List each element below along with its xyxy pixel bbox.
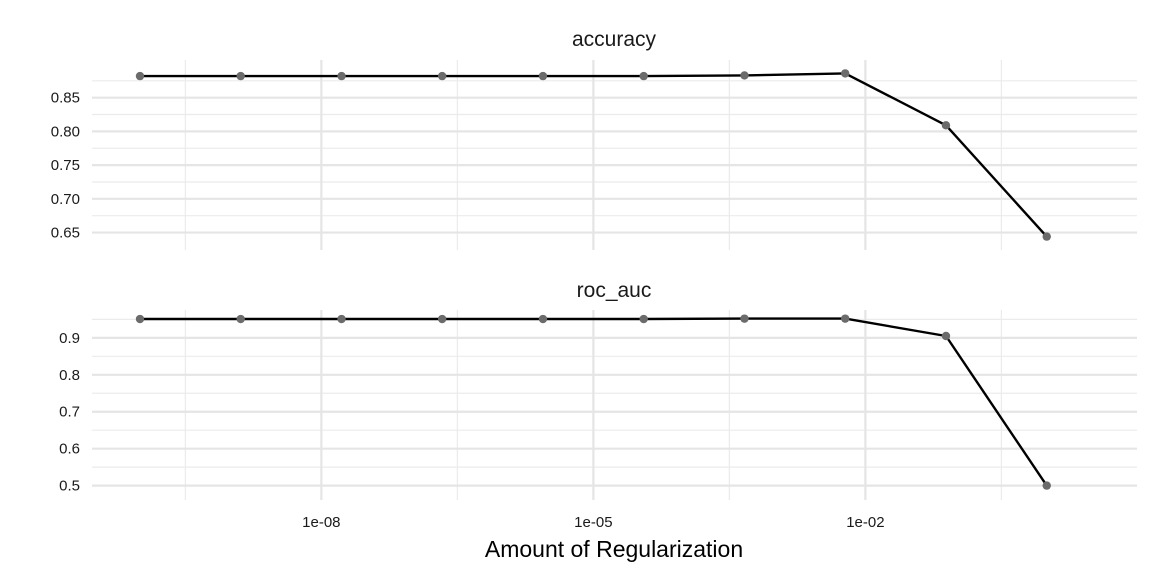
data-point-roc-auc <box>841 314 850 323</box>
series-accuracy <box>135 69 1051 241</box>
minor-grid-accuracy <box>92 60 1137 250</box>
data-point-roc-auc <box>236 314 245 324</box>
data-point-roc-auc <box>740 314 749 323</box>
series-roc-auc <box>135 314 1051 490</box>
y-tick-label-accuracy: 0.75 <box>51 157 80 174</box>
x-tick-label: 1e-02 <box>846 514 884 531</box>
y-tick-label-roc-auc: 0.9 <box>59 330 80 347</box>
y-tick-label-accuracy: 0.65 <box>51 225 80 242</box>
data-point-accuracy <box>538 71 548 81</box>
y-tick-label-roc-auc: 0.6 <box>59 441 80 458</box>
x-tick-label: 1e-05 <box>574 514 612 531</box>
x-axis: 1e-08 1e-05 1e-02 <box>302 514 884 531</box>
data-point-accuracy <box>841 69 850 78</box>
y-tick-label-roc-auc: 0.5 <box>59 478 80 495</box>
y-axis-accuracy: 0.65 0.70 0.75 0.80 0.85 <box>51 90 80 242</box>
data-point-roc-auc <box>337 314 346 324</box>
y-tick-label-accuracy: 0.70 <box>51 191 80 208</box>
x-axis-title: Amount of Regularization <box>485 536 743 562</box>
data-point-accuracy <box>135 71 145 81</box>
major-grid-roc-auc <box>92 310 1137 500</box>
data-point-accuracy <box>740 71 749 80</box>
y-tick-label-accuracy: 0.85 <box>51 90 80 107</box>
series-line-roc-auc <box>140 317 1048 487</box>
data-point-accuracy <box>437 71 447 81</box>
major-grid-accuracy <box>92 60 1137 250</box>
data-point-roc-auc <box>1042 481 1051 490</box>
data-point-accuracy <box>941 121 951 130</box>
panel-accuracy: accuracy 0.65 0.70 0.75 0.80 0.85 <box>51 28 1137 250</box>
x-tick-label: 1e-08 <box>302 514 340 531</box>
y-tick-label-roc-auc: 0.7 <box>59 404 80 421</box>
y-tick-label-accuracy: 0.80 <box>51 123 80 140</box>
panel-roc-auc: roc_auc 0.5 0.6 0.7 0.8 0.9 <box>59 279 1137 500</box>
data-point-roc-auc <box>941 331 951 341</box>
series-line-accuracy <box>140 72 1048 238</box>
data-point-roc-auc <box>639 314 648 324</box>
data-point-accuracy <box>337 71 346 81</box>
data-point-roc-auc <box>135 314 145 324</box>
panel-title-roc-auc: roc_auc <box>577 279 652 302</box>
data-point-accuracy <box>1042 232 1051 241</box>
data-point-accuracy <box>236 71 245 81</box>
y-tick-label-roc-auc: 0.8 <box>59 367 80 384</box>
data-point-accuracy <box>639 71 648 81</box>
panel-title-accuracy: accuracy <box>572 28 657 51</box>
data-point-roc-auc <box>437 314 447 324</box>
data-point-roc-auc <box>538 314 548 324</box>
y-axis-roc-auc: 0.5 0.6 0.7 0.8 0.9 <box>59 330 80 495</box>
